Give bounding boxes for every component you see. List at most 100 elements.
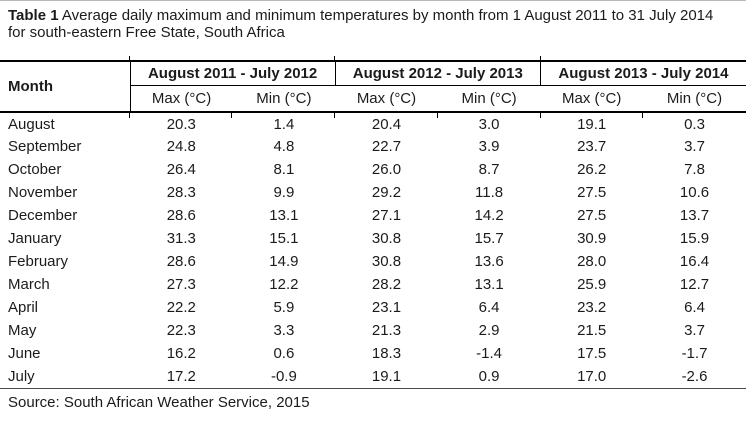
value-cell: 30.8 [371, 230, 402, 247]
caption-line1: Table 1 Average daily maximum and minimu… [8, 7, 713, 24]
value-cell: 19.1 [577, 115, 607, 133]
value-cell: 17.2 [166, 367, 196, 385]
sub-header-min-2: Min (°C) [437, 85, 541, 113]
value-cell: 13.6 [474, 253, 504, 270]
value-cell: 27.3 [166, 276, 196, 293]
value-cell: 12.7 [679, 276, 710, 293]
value-cell: 14.2 [474, 207, 504, 224]
value-cell: 20.4 [371, 115, 402, 133]
value-cell: -1.4 [476, 345, 503, 362]
value-cell: 26.4 [166, 161, 196, 178]
group-header-2011-2012: August 2011 - July 2012 [130, 61, 336, 86]
table-row-january: January 31.3 15.1 30.8 15.7 30.9 15.9 [0, 227, 746, 250]
table-row-may: May 22.3 3.3 21.3 2.9 21.5 3.7 [0, 319, 746, 342]
value-cell: 28.6 [166, 207, 196, 224]
value-cell: 0.3 [684, 115, 705, 133]
table-row-october: October 26.4 8.1 26.0 8.7 26.2 7.8 [0, 158, 746, 181]
month-cell: March [8, 276, 50, 293]
value-cell: 18.3 [371, 345, 402, 362]
value-cell: 8.1 [273, 161, 295, 178]
month-cell: February [8, 253, 69, 270]
value-cell: 28.2 [371, 276, 402, 293]
sub-header-min-3: Min (°C) [642, 85, 746, 113]
value-cell: 19.1 [371, 367, 402, 385]
value-cell: 9.9 [273, 184, 295, 201]
value-cell: 28.6 [166, 253, 196, 270]
caption-line2: for south-eastern Free State, South Afri… [8, 23, 285, 41]
border-tick [129, 113, 130, 118]
value-cell: 28.0 [577, 253, 607, 270]
value-cell: 13.7 [679, 207, 710, 224]
value-cell: 14.9 [269, 253, 299, 270]
value-cell: 20.3 [166, 115, 196, 133]
sub-header-max-2: Max (°C) [335, 85, 438, 113]
table-row-february: February 28.6 14.9 30.8 13.6 28.0 16.4 [0, 250, 746, 273]
sub-header-max-1: Max (°C) [130, 85, 233, 113]
source-note: Source: South African Weather Service, 2… [8, 393, 310, 411]
month-cell: April [8, 299, 39, 316]
value-cell: 10.6 [679, 184, 710, 201]
month-cell: January [8, 230, 62, 247]
value-cell: 2.9 [478, 322, 500, 339]
value-cell: 3.0 [478, 115, 500, 133]
value-cell: 15.1 [269, 230, 299, 247]
value-cell: 27.5 [577, 207, 607, 224]
border-tick [129, 56, 130, 60]
month-column-header: Month [0, 61, 131, 113]
border-tick [334, 56, 335, 60]
group-header-2013-2014: August 2013 - July 2014 [539, 61, 746, 86]
table-row-december: December 28.6 13.1 27.1 14.2 27.5 13.7 [0, 204, 746, 227]
value-cell: 26.2 [577, 161, 607, 178]
value-cell: 22.7 [371, 138, 402, 155]
value-cell: 3.7 [684, 138, 705, 155]
value-cell: 23.2 [577, 299, 607, 316]
border-tick [540, 56, 541, 60]
table-header: Month August 2011 - July 2012 August 201… [0, 61, 746, 113]
value-cell: 21.3 [371, 322, 402, 339]
border-tick [437, 113, 438, 118]
value-cell: -0.9 [270, 367, 297, 385]
value-cell: 3.3 [273, 322, 295, 339]
value-cell: 22.2 [166, 299, 196, 316]
value-cell: 27.5 [577, 184, 607, 201]
value-cell: 11.8 [475, 184, 504, 201]
table-row-june: June 16.2 0.6 18.3 -1.4 17.5 -1.7 [0, 342, 746, 365]
value-cell: 16.4 [679, 253, 710, 270]
border-tick [334, 113, 335, 118]
value-cell: 0.9 [478, 367, 500, 385]
table-row-august: August 20.3 1.4 20.4 3.0 19.1 0.3 [0, 112, 746, 135]
value-cell: 25.9 [577, 276, 607, 293]
table-row-march: March 27.3 12.2 28.2 13.1 25.9 12.7 [0, 273, 746, 296]
value-cell: 28.3 [166, 184, 196, 201]
value-cell: 17.5 [577, 345, 607, 362]
month-cell: December [8, 207, 78, 224]
sub-header-row: Max (°C) Min (°C) Max (°C) Min (°C) Max … [0, 85, 746, 113]
value-cell: 23.7 [577, 138, 607, 155]
value-cell: 13.1 [269, 207, 299, 224]
value-cell: 15.9 [679, 230, 710, 247]
month-cell: September [8, 138, 82, 155]
value-cell: 26.0 [371, 161, 402, 178]
value-cell: 24.8 [166, 138, 196, 155]
value-cell: 8.7 [478, 161, 500, 178]
sub-header-min-1: Min (°C) [232, 85, 336, 113]
value-cell: 4.8 [273, 138, 295, 155]
value-cell: 15.7 [474, 230, 504, 247]
caption-text: Average daily maximum and minimum temper… [61, 7, 714, 24]
value-cell: 29.2 [371, 184, 402, 201]
value-cell: 1.4 [273, 115, 295, 133]
value-cell: 3.9 [478, 138, 500, 155]
month-cell: November [8, 184, 78, 201]
value-cell: 0.6 [273, 345, 295, 362]
group-header-2012-2013: August 2012 - July 2013 [334, 61, 541, 86]
value-cell: 17.0 [577, 367, 607, 385]
value-cell: 21.5 [577, 322, 607, 339]
month-cell: May [8, 322, 37, 339]
group-header-row: Month August 2011 - July 2012 August 201… [0, 61, 746, 113]
table-row-april: April 22.2 5.9 23.1 6.4 23.2 6.4 [0, 296, 746, 319]
value-cell: 27.1 [371, 207, 402, 224]
table-row-july: July 17.2 -0.9 19.1 0.9 17.0 -2.6 [0, 365, 746, 388]
border-tick [540, 113, 541, 118]
table-row-november: November 28.3 9.9 29.2 11.8 27.5 10.6 [0, 181, 746, 204]
value-cell: -2.6 [681, 367, 708, 385]
